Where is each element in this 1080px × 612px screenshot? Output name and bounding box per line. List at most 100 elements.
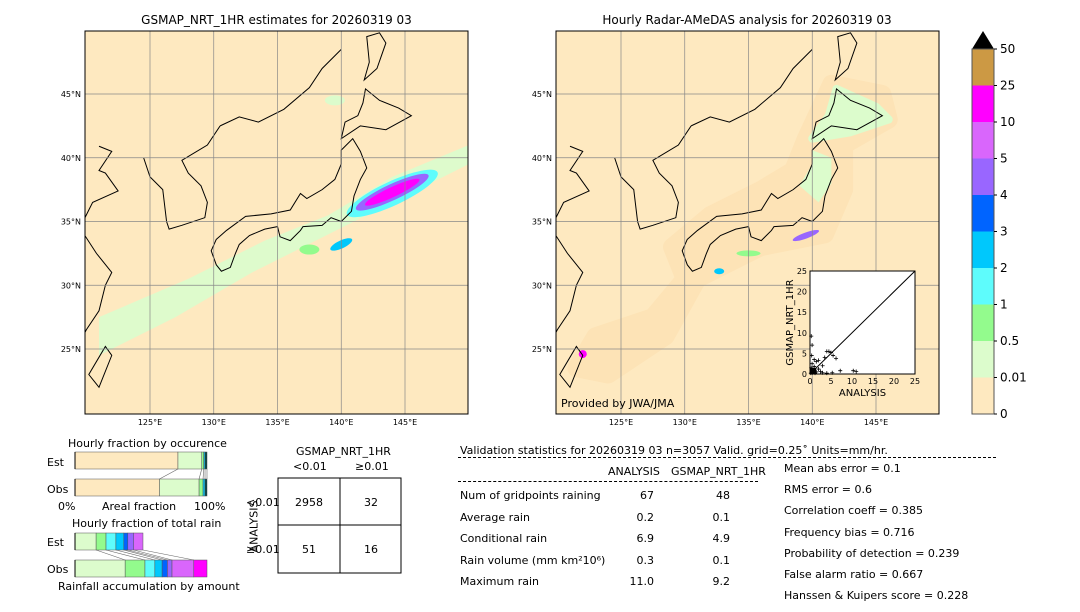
lat-tick-label: 30°N	[61, 281, 81, 290]
lat-tick-label: 40°N	[61, 154, 81, 163]
lat-tick-label: 45°N	[61, 90, 81, 99]
taiwan-coastline	[88, 345, 113, 389]
totalrain-bar-segment	[133, 532, 144, 551]
totalrain-obs-label: Obs	[47, 563, 69, 576]
stats-row-gsmap: 0.1	[712, 553, 731, 567]
table-cell: 2958	[295, 496, 323, 509]
lon-tick-label: 145°E	[393, 418, 417, 427]
scatter-xtick-label: 20	[889, 377, 899, 386]
right-map-title: Hourly Radar-AMeDAS analysis for 2026031…	[602, 13, 892, 27]
colorbar-segment	[972, 122, 994, 159]
stats-score: Hanssen & Kuipers score = 0.228	[784, 589, 969, 603]
totalrain-bar-segment	[171, 559, 195, 578]
rain-cell-blue	[714, 268, 725, 275]
scatter-point	[851, 368, 856, 373]
korea-coastline	[143, 125, 221, 230]
totalrain-bar-connector	[115, 549, 155, 561]
stats-row-label: Conditional rain	[460, 532, 548, 545]
colorbar-label: 3	[1000, 225, 1008, 239]
hokkaido-coastline	[811, 87, 884, 140]
occurrence-bar-segment	[159, 478, 200, 497]
occurrence-bar-connector	[159, 468, 179, 480]
occurrence-100-label: 100%	[194, 500, 226, 513]
occurrence-bar-segment	[198, 478, 204, 497]
totalrain-bar-segment	[193, 559, 208, 578]
lon-tick-label: 140°E	[329, 418, 353, 427]
table-col-header-lt: <0.01	[293, 460, 327, 473]
scatter-diagonal	[809, 270, 916, 375]
occurrence-title: Hourly fraction by occurence	[68, 437, 227, 450]
totalrain-bar-segment	[167, 559, 173, 578]
russia-coastline	[219, 49, 342, 127]
occurrence-bar-segment	[177, 451, 202, 470]
lat-tick-label: 45°N	[532, 90, 552, 99]
lat-tick-label: 35°N	[61, 218, 81, 227]
stats-score: Equitable threat score = 0.153	[784, 610, 953, 612]
occurrence-obs-label: Obs	[47, 483, 69, 496]
colorbar-label: 4	[1000, 188, 1008, 202]
scatter-point	[830, 370, 835, 375]
stats-row-analysis: 67	[640, 489, 654, 502]
lon-tick-label: 125°E	[138, 418, 162, 427]
scatter-ytick-label: 25	[797, 267, 807, 276]
occurrence-0-label: 0%	[58, 500, 76, 513]
totalrain-bar-segment	[161, 559, 168, 578]
china-coastline	[556, 145, 590, 334]
scatter-point	[810, 361, 815, 366]
totalrain-bar-segment	[127, 532, 134, 551]
scatter-point	[809, 353, 814, 358]
stats-row-gsmap: 4.9	[712, 532, 731, 545]
scatter-xtick-label: 25	[910, 377, 920, 386]
lon-tick-label: 140°E	[800, 418, 824, 427]
colorbar-segment	[972, 49, 994, 86]
scatter-point	[814, 359, 819, 364]
lat-tick-label: 30°N	[532, 281, 552, 290]
radar-coverage	[567, 74, 898, 384]
totalrain-bar-segment	[124, 559, 146, 578]
occurrence-bar-segment	[204, 478, 208, 497]
scatter-xtick-label: 0	[807, 377, 812, 386]
totalrain-bar-connector	[96, 549, 126, 561]
left-map-frame	[84, 30, 469, 415]
occurrence-bar-segment	[201, 451, 204, 470]
table-col-header-ge: ≥0.01	[355, 460, 389, 473]
rain-cell-green	[299, 244, 320, 255]
lat-tick-label: 25°N	[61, 345, 81, 354]
colorbar-label: 2	[1000, 261, 1008, 275]
totalrain-bar-connector	[133, 549, 173, 561]
scatter-ytick-label: 10	[797, 329, 807, 338]
lon-tick-label: 125°E	[609, 418, 633, 427]
stats-score: Frequency bias = 0.716	[784, 525, 915, 539]
stats-score: False alarm ratio = 0.667	[784, 568, 924, 581]
lat-tick-label: 35°N	[532, 218, 552, 227]
totalrain-bar-segment	[95, 532, 107, 551]
colorbar-segment	[972, 195, 994, 232]
scatter-point	[822, 355, 827, 360]
table-title: GSMAP_NRT_1HR	[296, 445, 391, 458]
stats-row-label: Rain volume (mm km²10⁶)	[460, 553, 606, 567]
totalrain-bar-segment	[144, 559, 156, 578]
stats-row-label: Average rain	[460, 510, 530, 524]
scatter-ytick-label: 5	[802, 349, 807, 358]
sakhalin-coastline	[363, 32, 387, 82]
right-map-frame	[555, 30, 940, 415]
stats-header: Validation statistics for 20260319 03 n=…	[460, 444, 888, 457]
occurrence-bar-segment	[202, 478, 206, 497]
scatter-xtick-label: 10	[847, 377, 857, 386]
lat-tick-label: 40°N	[532, 154, 552, 163]
stats-row-gsmap: 0.1	[712, 510, 731, 524]
scatter-point	[824, 371, 829, 376]
totalrain-bar-segment	[154, 559, 163, 578]
totalrain-title: Hourly fraction of total rain	[72, 517, 222, 530]
scatter-ytick-label: 0	[802, 370, 807, 379]
taiwan-coastline	[559, 345, 584, 389]
totalrain-est-label: Est	[47, 536, 64, 549]
occurrence-bar-connector	[198, 468, 203, 480]
scatter-point	[820, 370, 825, 375]
stats-row-label: Num of gridpoints raining	[460, 489, 601, 502]
left-map-background	[85, 31, 468, 414]
stats-row-gsmap: 9.2	[712, 575, 731, 588]
hokkaido-coastline	[340, 87, 413, 140]
totalrain-bar-segment	[105, 532, 117, 551]
